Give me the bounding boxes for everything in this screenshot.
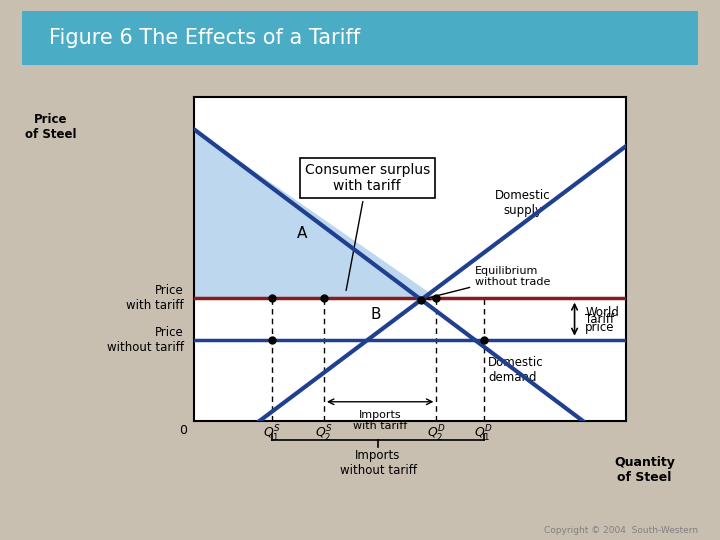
FancyBboxPatch shape <box>0 8 720 68</box>
Text: $Q_1^D$: $Q_1^D$ <box>474 424 493 444</box>
Text: Imports
without tariff: Imports without tariff <box>340 449 416 477</box>
Text: Equilibrium
without trade: Equilibrium without trade <box>426 266 551 300</box>
Text: Imports
with tariff: Imports with tariff <box>353 410 408 431</box>
Text: Figure 6 The Effects of a Tariff: Figure 6 The Effects of a Tariff <box>49 28 360 48</box>
Text: World
price: World price <box>585 306 619 334</box>
Text: Domestic
demand: Domestic demand <box>488 356 544 384</box>
Text: Price
without tariff: Price without tariff <box>107 326 184 354</box>
Text: Price
of Steel: Price of Steel <box>24 113 76 141</box>
Text: B: B <box>371 307 381 322</box>
Text: Quantity
of Steel: Quantity of Steel <box>614 456 675 484</box>
Text: Domestic
supply: Domestic supply <box>495 189 551 217</box>
Text: $Q_2^S$: $Q_2^S$ <box>315 424 333 444</box>
Text: Copyright © 2004  South-Western: Copyright © 2004 South-Western <box>544 525 698 535</box>
Text: $Q_2^D$: $Q_2^D$ <box>427 424 446 444</box>
Text: 0: 0 <box>179 424 188 437</box>
Text: A: A <box>297 226 307 241</box>
Polygon shape <box>194 130 436 298</box>
Text: Price
with tariff: Price with tariff <box>126 284 184 312</box>
Text: Tariff: Tariff <box>585 313 614 326</box>
Text: $Q_1^S$: $Q_1^S$ <box>264 424 281 444</box>
Text: Consumer surplus
with tariff: Consumer surplus with tariff <box>305 163 430 291</box>
